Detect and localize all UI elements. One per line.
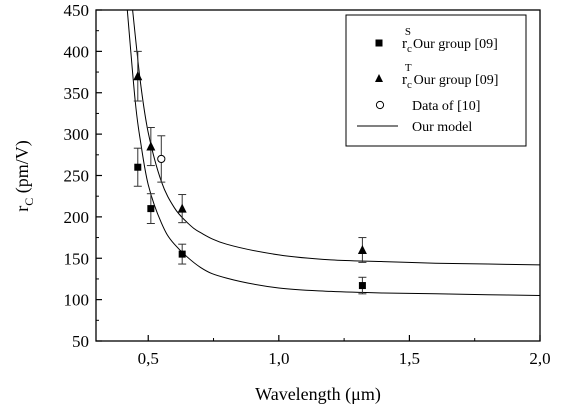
legend-item-square: rcSOur group [09] <box>402 26 498 55</box>
data-points <box>133 50 367 295</box>
y-tick-label: 50 <box>72 332 89 351</box>
model-curve-1 <box>126 10 540 296</box>
legend-square-sup: S <box>405 26 411 38</box>
x-tick-label: 1,5 <box>399 349 420 368</box>
y-axis-title: rC (pm/V) <box>12 140 36 212</box>
data-point-circle <box>157 154 166 164</box>
y-axis-ticks: 50 100 150 200 250 300 350 400 450 <box>64 1 102 351</box>
y-tick-label: 150 <box>64 249 90 268</box>
legend-item-circle: Data of [10] <box>412 99 480 114</box>
model-curve-2 <box>132 10 540 266</box>
data-point-square <box>147 205 155 213</box>
y-axis-title-sub: C <box>22 198 36 206</box>
legend-triangle-main: r <box>402 72 407 88</box>
legend-square-text: Our group [09] <box>413 37 498 52</box>
y-tick-label: 250 <box>64 167 90 186</box>
legend-triangle-sup: T <box>405 62 412 74</box>
legend: rcSOur group [09] rcTOur group [09] Data… <box>345 14 527 147</box>
legend-item-line: Our model <box>412 120 472 135</box>
legend-square-sub: c <box>407 43 412 55</box>
data-point-triangle <box>177 203 187 213</box>
y-tick-label: 350 <box>64 84 90 103</box>
y-tick-label: 200 <box>64 208 90 227</box>
y-tick-label: 400 <box>64 42 90 61</box>
y-axis-title-rest: (pm/V) <box>12 140 33 198</box>
legend-square-marker <box>375 39 383 47</box>
x-tick-label: 0,5 <box>138 349 159 368</box>
data-point-square <box>178 250 186 258</box>
x-tick-label: 1,0 <box>268 349 289 368</box>
data-point-square <box>134 163 142 171</box>
y-tick-label: 300 <box>64 125 90 144</box>
data-point-triangle <box>146 141 156 151</box>
data-point-triangle <box>357 244 367 254</box>
x-axis-title: Wavelength (μm) <box>255 384 381 405</box>
legend-circle-marker <box>375 100 385 110</box>
x-axis-ticks: 0,5 1,0 1,5 2,0 <box>138 335 551 368</box>
data-point-triangle <box>133 71 143 81</box>
y-axis-title-main: r <box>12 206 32 212</box>
legend-triangle-sub: c <box>407 79 412 91</box>
y-tick-label: 100 <box>64 291 90 310</box>
model-curves <box>126 10 540 296</box>
legend-triangle-text: Our group [09] <box>414 73 499 88</box>
data-point-square <box>358 282 366 290</box>
legend-triangle-marker <box>375 74 383 82</box>
legend-square-main: r <box>402 36 407 52</box>
x-tick-label: 2,0 <box>529 349 550 368</box>
legend-item-triangle: rcTOur group [09] <box>402 62 498 91</box>
y-tick-label: 450 <box>64 1 90 20</box>
